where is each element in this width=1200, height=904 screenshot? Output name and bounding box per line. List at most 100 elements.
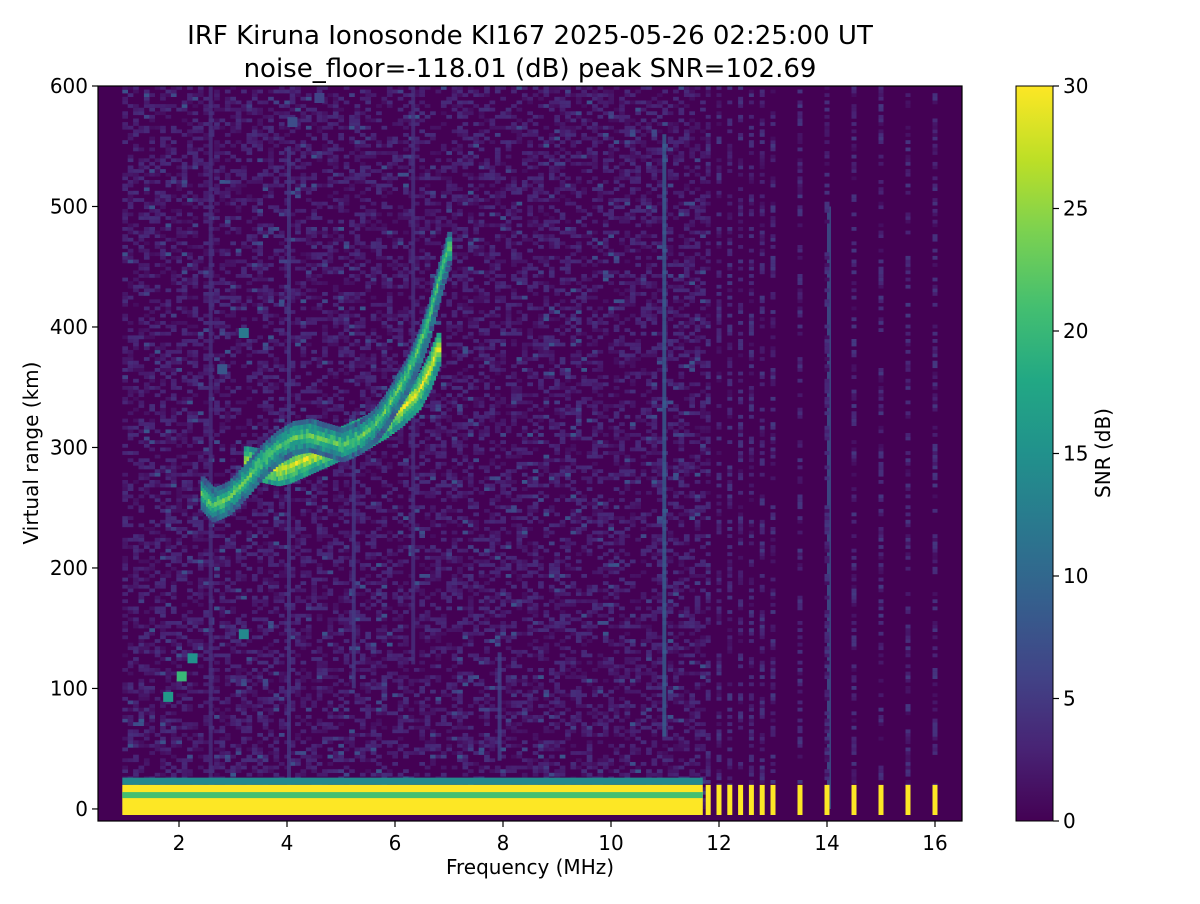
noise-cell (203, 161, 209, 166)
noise-cell (149, 686, 155, 690)
noise-cell (176, 530, 182, 535)
noise-cell (305, 501, 312, 506)
noise-cell (127, 429, 134, 434)
noise-cell (419, 172, 425, 177)
noise-cell (305, 96, 312, 101)
noise-cell (381, 523, 388, 528)
noise-cell (268, 530, 274, 535)
noise-cell (386, 364, 393, 369)
noise-cell (197, 628, 204, 632)
noise-cell (327, 114, 334, 119)
noise-cell (392, 657, 398, 661)
noise-cell (154, 190, 161, 195)
noise-cell (413, 104, 420, 108)
noise-cell (257, 263, 263, 267)
noise-cell (176, 494, 182, 499)
noise-cell (219, 302, 226, 307)
noise-cell (224, 754, 231, 759)
noise-cell (127, 248, 134, 253)
noise-cell (176, 219, 182, 224)
noise-cell (311, 263, 317, 267)
noise-cell (327, 104, 334, 108)
noise-cell (322, 689, 328, 694)
noise-cell (370, 317, 377, 322)
noise-cell (154, 440, 161, 444)
noise-cell (370, 313, 377, 318)
noise-cell (165, 523, 172, 528)
noise-cell (300, 187, 307, 191)
noise-cell (160, 86, 166, 90)
noise-cell (257, 122, 263, 126)
noise-cell (133, 566, 139, 571)
noise-cell (343, 707, 350, 712)
noise-cell (268, 621, 274, 625)
noise-cell (268, 527, 274, 531)
noise-cell (187, 313, 193, 318)
noise-cell (133, 241, 139, 246)
noise-cell (219, 725, 226, 730)
noise-cell (316, 490, 323, 495)
noise-cell (386, 368, 393, 372)
noise-cell (273, 100, 280, 105)
noise-cell (170, 631, 177, 636)
noise-cell (160, 537, 166, 542)
noise-cell (381, 617, 388, 622)
noise-cell (170, 733, 177, 737)
noise-cell (143, 234, 150, 238)
noise-cell (133, 660, 139, 665)
noise-cell (354, 382, 361, 387)
noise-cell (203, 472, 209, 477)
noise-cell (241, 172, 247, 177)
noise-cell (165, 668, 172, 672)
noise-cell (122, 100, 128, 105)
noise-cell (365, 382, 371, 387)
noise-cell (305, 617, 312, 622)
noise-cell (219, 165, 226, 170)
noise-cell (187, 649, 193, 654)
noise-cell (397, 635, 404, 640)
noise-cell (386, 136, 393, 141)
noise-cell (376, 255, 382, 260)
noise-cell (289, 613, 296, 618)
noise-cell (397, 595, 404, 600)
noise-cell (300, 176, 307, 181)
noise-cell (246, 104, 253, 108)
noise-cell (143, 158, 150, 163)
noise-cell (192, 411, 199, 416)
noise-cell (181, 704, 188, 708)
noise-cell (343, 364, 350, 369)
noise-cell (181, 772, 188, 777)
noise-cell (133, 89, 139, 94)
noise-cell (230, 241, 236, 246)
noise-cell (273, 183, 280, 188)
noise-cell (122, 563, 128, 567)
noise-cell (138, 418, 145, 423)
noise-cell (181, 686, 188, 690)
noise-cell (165, 353, 172, 358)
noise-cell (332, 310, 339, 314)
noise-cell (246, 552, 253, 557)
noise-cell (187, 422, 193, 426)
noise-cell (143, 230, 150, 235)
noise-cell (392, 617, 398, 622)
noise-cell (397, 472, 404, 477)
noise-cell (133, 129, 139, 134)
noise-cell (262, 313, 269, 318)
noise-cell (170, 158, 177, 163)
noise-cell (397, 339, 404, 343)
noise-cell (154, 606, 161, 611)
noise-cell (311, 584, 317, 589)
noise-cell (143, 346, 150, 351)
noise-cell (365, 711, 371, 716)
noise-cell (322, 375, 328, 379)
noise-cell (143, 190, 150, 195)
noise-cell (268, 411, 274, 416)
noise-cell (327, 628, 334, 632)
noise-cell (343, 660, 350, 665)
noise-cell (192, 266, 199, 271)
noise-cell (322, 527, 328, 531)
noise-cell (203, 451, 209, 455)
noise-cell (170, 483, 177, 488)
noise-cell (370, 472, 377, 477)
noise-cell (311, 154, 317, 159)
